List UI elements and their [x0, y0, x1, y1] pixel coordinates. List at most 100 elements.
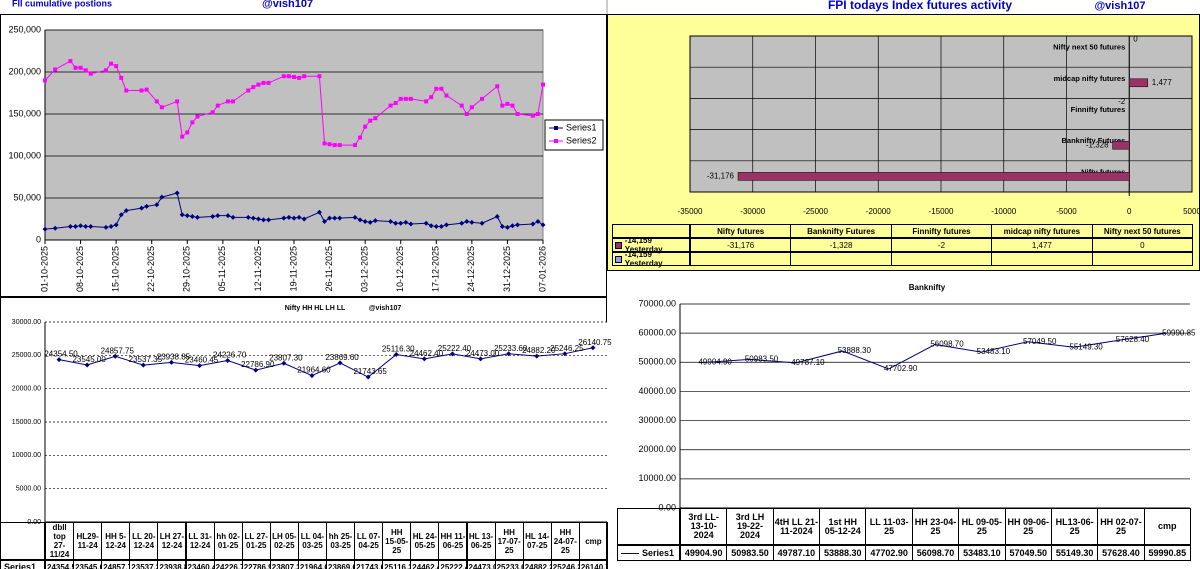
- table-header: HH 09-06-25: [1004, 508, 1052, 545]
- marker: [225, 213, 231, 219]
- marker: [174, 190, 180, 196]
- y-tick-label: 250,000: [8, 24, 41, 34]
- data-label: 24354.50: [44, 350, 78, 359]
- y-tick-label: 10000.00: [638, 473, 676, 483]
- marker: [421, 356, 427, 362]
- marker: [56, 357, 62, 363]
- data-label: 23869.60: [325, 353, 359, 362]
- plot-area: [44, 29, 544, 241]
- marker: [309, 373, 315, 379]
- x-tick-label: 10-12-2025: [395, 246, 405, 292]
- marker: [337, 360, 343, 366]
- marker: [230, 214, 236, 220]
- x-tick-label: 19-11-2025: [288, 246, 298, 291]
- data-label: 23938.85: [157, 353, 191, 362]
- table-row-label: -14,159 Yesterday: [612, 236, 690, 254]
- marker: [210, 213, 216, 219]
- table-value: 24882.20: [522, 560, 552, 569]
- marker: [327, 142, 332, 147]
- marker: [464, 112, 469, 116]
- data-label: -1,328: [1086, 140, 1109, 149]
- marker: [510, 223, 516, 229]
- marker: [368, 118, 373, 123]
- marker: [388, 219, 394, 225]
- y-tick-label: 70000.00: [638, 298, 676, 308]
- data-label: 23537.35: [129, 355, 163, 364]
- table-value: 22786.90: [241, 560, 271, 569]
- x-tick-label: 08-10-2025: [75, 246, 85, 292]
- x-tick-label: -30000: [740, 207, 765, 216]
- table-header: 3rd LL-13-10-2024: [680, 508, 728, 545]
- series-name: -14,159 Yesterday: [624, 236, 663, 254]
- marker: [337, 215, 343, 221]
- table-value: 24354.50: [45, 560, 75, 569]
- table-value: 50983.50: [726, 545, 774, 561]
- table-row-label: -14,159 Yesterday: [612, 250, 690, 268]
- marker: [515, 222, 521, 228]
- category-label: Nifty next 50 futures: [1053, 43, 1125, 52]
- table-header: Nifty futures: [690, 224, 792, 238]
- marker: [398, 220, 404, 226]
- table-value: 25246.25: [550, 560, 580, 569]
- table-header: LH 05-02-25: [269, 522, 299, 560]
- table-header: Nifty next 50 futures: [1091, 224, 1193, 238]
- data-label: 21743.65: [353, 367, 387, 376]
- table-value: 21743.65: [354, 560, 384, 569]
- marker: [363, 124, 368, 129]
- table-value: 53483.10: [958, 545, 1006, 561]
- table-header: LL 04-03-25: [297, 522, 327, 560]
- marker: [428, 223, 434, 229]
- marker: [119, 75, 124, 80]
- marker: [185, 130, 190, 135]
- marker: [43, 78, 47, 83]
- marker: [215, 213, 221, 219]
- data-label: 21964.60: [297, 366, 331, 375]
- table-header: cmp: [1143, 508, 1191, 545]
- x-tick-label: 24-12-2025: [466, 246, 476, 292]
- marker: [175, 99, 180, 104]
- marker: [281, 360, 287, 366]
- data-label: 23460.45: [185, 356, 219, 365]
- series-line: [703, 332, 1167, 370]
- marker: [197, 363, 203, 369]
- table-corner: [0, 522, 45, 560]
- series-name: Series1: [4, 562, 37, 569]
- chart-title: FPI todays Index futures activity: [828, 0, 1012, 12]
- table-header: LL 27-01-25: [241, 522, 271, 560]
- data-label: 49904.90: [698, 358, 732, 367]
- x-tick-label: 0: [1127, 207, 1132, 216]
- marker: [42, 226, 48, 232]
- marker: [535, 112, 540, 116]
- marker: [103, 224, 109, 230]
- marker: [358, 135, 363, 140]
- marker: [215, 103, 220, 108]
- table-row-label: Series1: [0, 560, 45, 569]
- table-header: LL 11-03-25: [865, 508, 913, 545]
- x-tick-label: -20000: [866, 207, 891, 216]
- marker: [225, 99, 230, 104]
- marker: [245, 214, 251, 220]
- marker: [398, 96, 403, 101]
- table-value: 59990.85: [1143, 545, 1191, 561]
- table-value: [1091, 252, 1193, 266]
- data-label: 56098.70: [930, 340, 964, 349]
- marker: [499, 224, 505, 230]
- marker: [321, 219, 327, 225]
- category-label: Banknifty Futures: [1061, 136, 1125, 145]
- marker: [362, 219, 368, 225]
- marker: [540, 222, 546, 228]
- marker: [296, 214, 302, 220]
- marker: [261, 80, 266, 85]
- table-value: 21964.60: [297, 560, 327, 569]
- marker: [73, 65, 78, 70]
- table-value: 57628.40: [1097, 545, 1145, 561]
- table-value: 1,477: [991, 238, 1093, 252]
- marker: [266, 217, 272, 223]
- marker: [408, 96, 413, 101]
- marker: [179, 212, 185, 218]
- data-label: 0: [1133, 35, 1138, 44]
- table-header: dbll top 27-11/24: [45, 522, 75, 560]
- category-label: midcap nifty futures: [1054, 74, 1126, 83]
- x-tick-label: 26-11-2025: [324, 246, 334, 291]
- marker: [423, 220, 429, 226]
